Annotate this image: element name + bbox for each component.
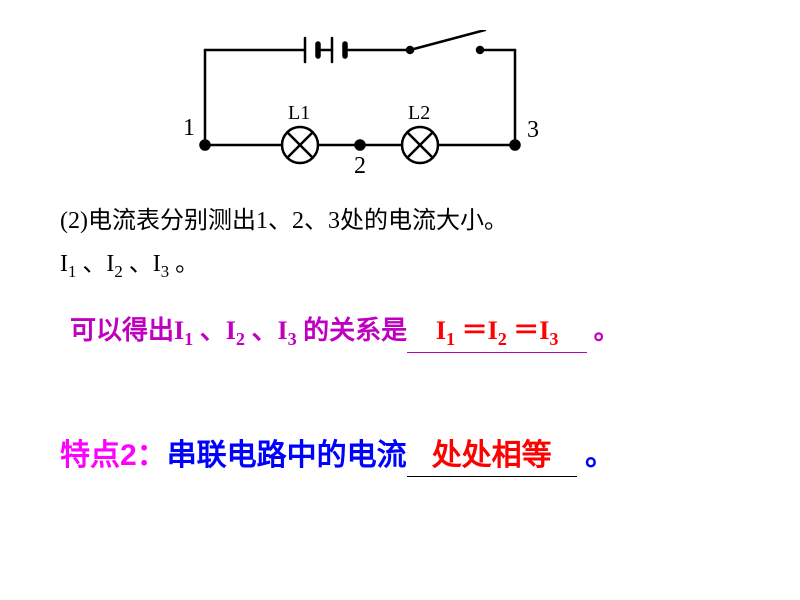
svg-text:2: 2 (354, 153, 366, 179)
svg-text:L1: L1 (288, 102, 310, 124)
svg-text:L2: L2 (408, 102, 430, 124)
relation-period: 。 (587, 316, 620, 345)
circuit-diagram: 123L1L2 (180, 30, 540, 170)
feature-text: 串联电路中的电流 (167, 439, 407, 472)
question-text-1: (2)电流表分别测出1、2、3处的电流大小。 (60, 208, 508, 234)
feature-answer: 处处相等 (407, 430, 577, 477)
svg-text:3: 3 (527, 117, 539, 143)
question-line-2: I1 、I2 、I3 。 (60, 243, 740, 282)
feature-line: 特点2：串联电路中的电流处处相等 。 (60, 430, 760, 477)
svg-text:1: 1 (183, 115, 195, 141)
relation-lead: 可以得出I1 、I2 、I3 的关系是 (70, 316, 407, 345)
feature-label: 特点2： (60, 439, 167, 472)
relation-answer: I1 ＝I2 ＝I3 (407, 310, 587, 353)
relation-line: 可以得出I1 、I2 、I3 的关系是I1 ＝I2 ＝I3 。 (70, 310, 770, 353)
question-line-1: (2)电流表分别测出1、2、3处的电流大小。 (60, 200, 740, 235)
question-block: (2)电流表分别测出1、2、3处的电流大小。 I1 、I2 、I3 。 (60, 200, 740, 290)
circuit-svg: 1 2 3 L1 L2 (180, 30, 540, 180)
feature-period: 。 (577, 439, 615, 472)
